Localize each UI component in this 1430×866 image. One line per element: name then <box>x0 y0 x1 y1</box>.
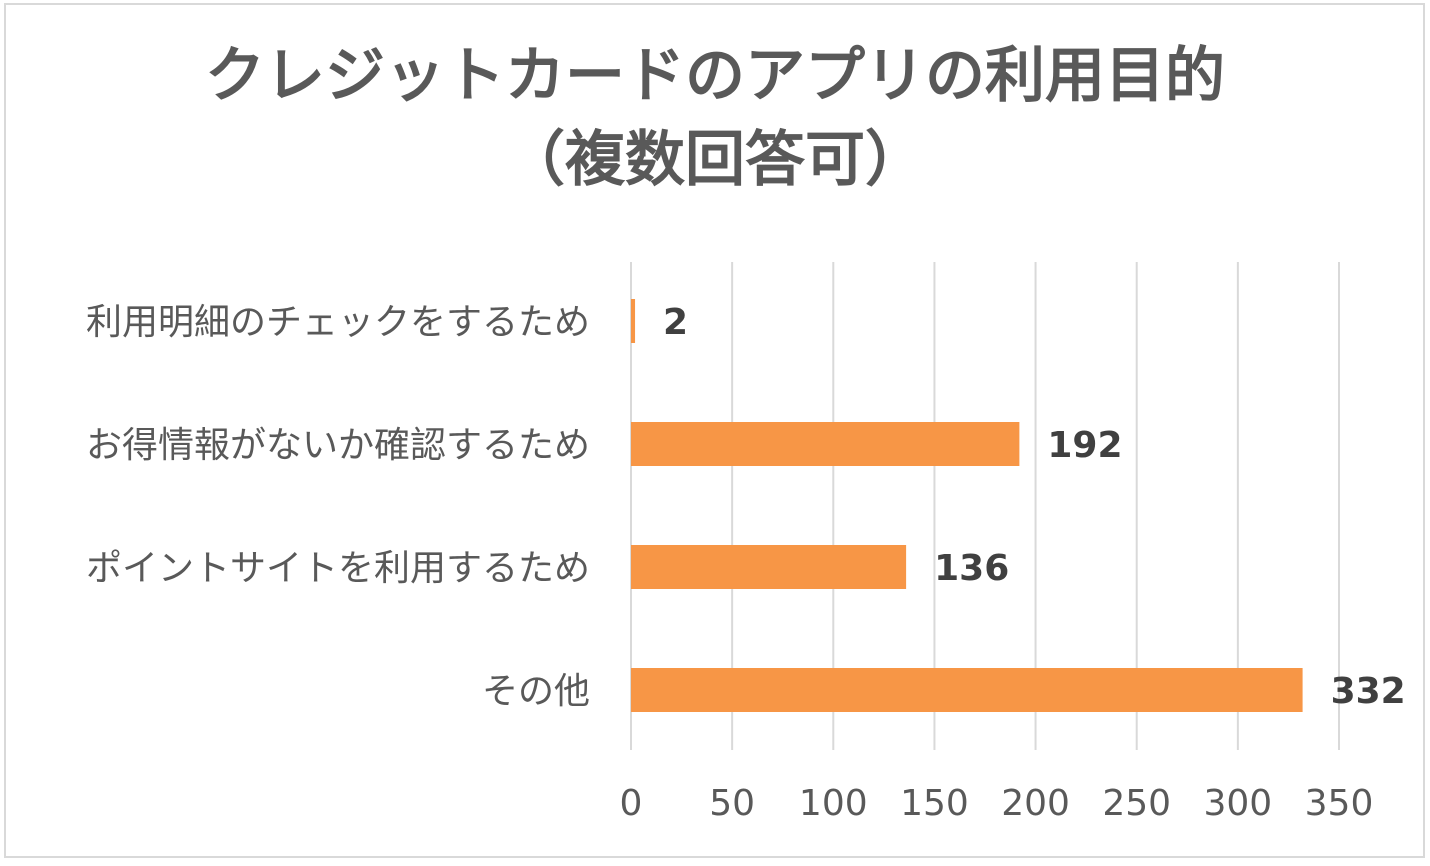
bar <box>631 668 1303 712</box>
category-label: ポイントサイトを利用するため <box>86 548 590 589</box>
category-label: お得情報がないか確認するため <box>86 425 590 466</box>
chart-title: クレジットカードのアプリの利用目的 <box>205 41 1225 111</box>
bar <box>631 299 636 343</box>
data-label: 2 <box>663 302 688 343</box>
x-tick-label: 350 <box>1305 783 1374 824</box>
x-tick-label: 300 <box>1203 783 1272 824</box>
x-tick-label: 250 <box>1102 783 1171 824</box>
x-tick-label: 50 <box>709 783 755 824</box>
x-tick-label: 100 <box>799 783 868 824</box>
data-label: 332 <box>1331 671 1406 712</box>
x-tick-label: 150 <box>900 783 969 824</box>
data-label: 192 <box>1047 425 1122 466</box>
bar <box>631 422 1020 466</box>
category-label: その他 <box>482 671 590 712</box>
category-label: 利用明細のチェックをするため <box>86 302 590 343</box>
data-label: 136 <box>934 548 1009 589</box>
chart-subtitle: （複数回答可） <box>505 125 925 195</box>
bar <box>631 545 907 589</box>
x-tick-label: 0 <box>620 783 643 824</box>
x-tick-label: 200 <box>1001 783 1070 824</box>
